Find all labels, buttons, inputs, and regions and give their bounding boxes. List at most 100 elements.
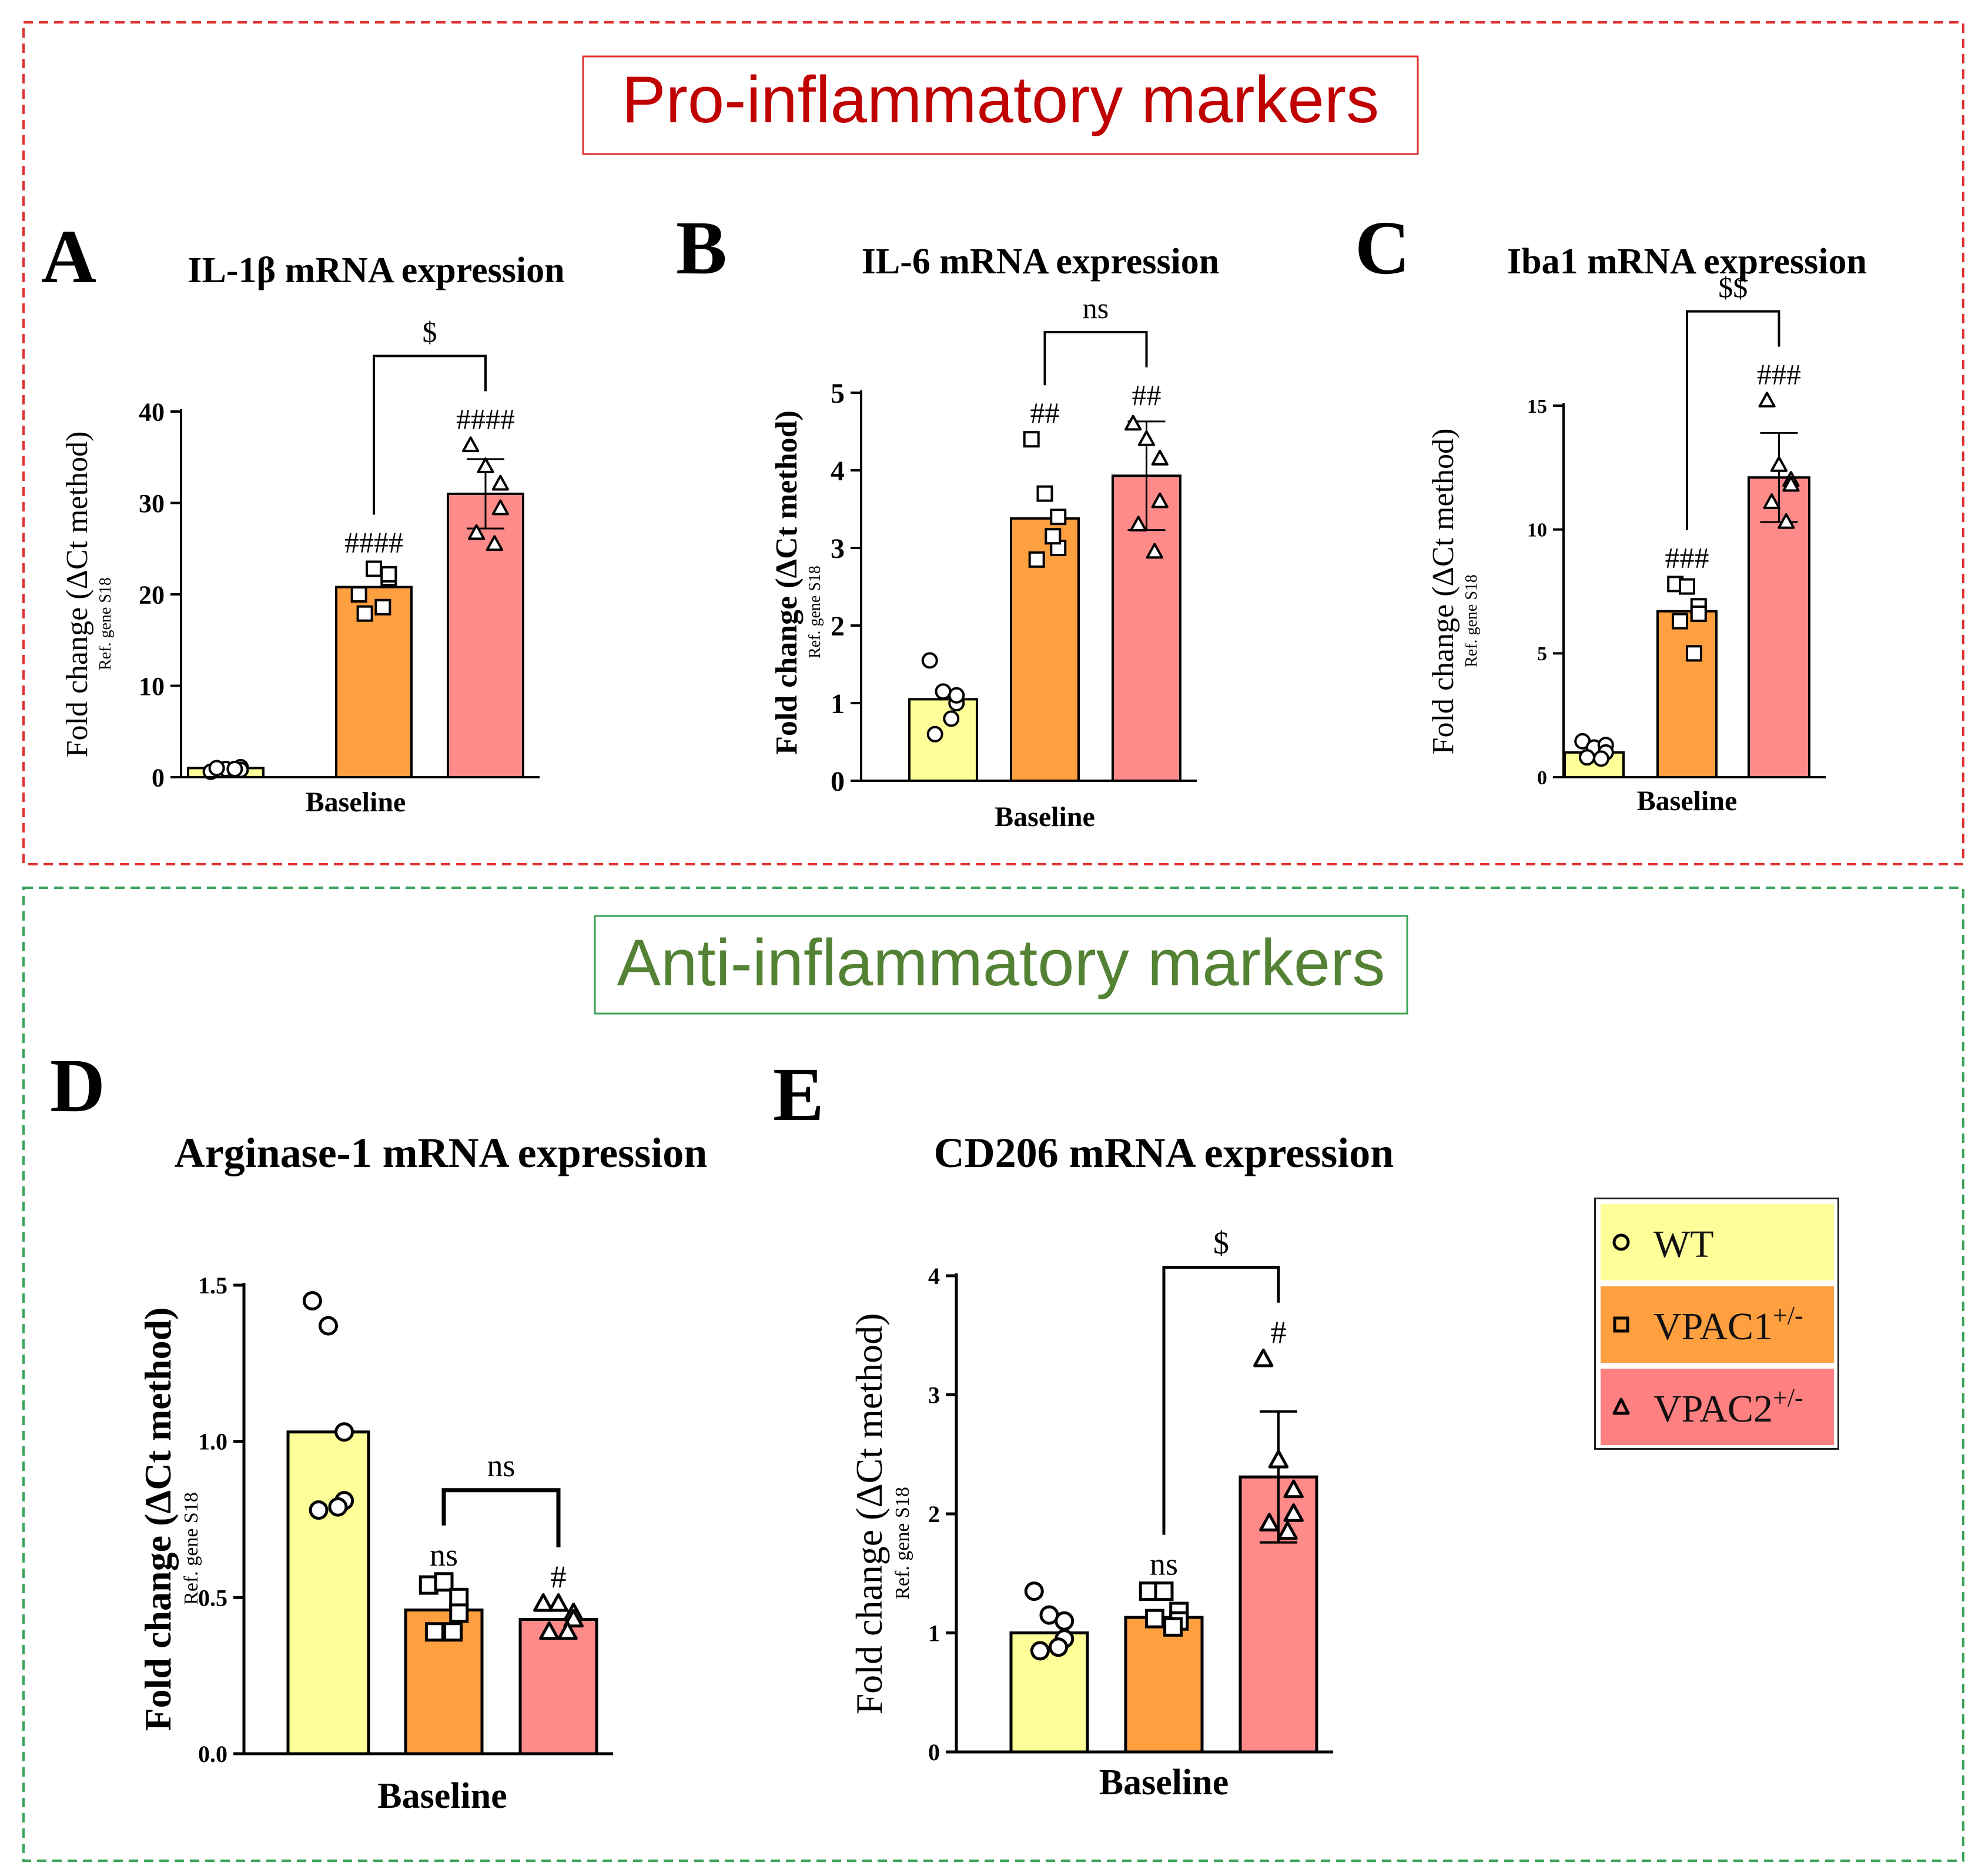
panel-a-y-tick-label: 10 xyxy=(139,672,165,701)
panel-a-title: IL-1β mRNA expression xyxy=(188,250,564,290)
panel-d-y-label-sub: Ref. gene S18 xyxy=(180,1492,202,1605)
panel-b-y-tick-label: 2 xyxy=(831,611,845,642)
panel-d-bracket-label: ns xyxy=(487,1448,515,1483)
panel-a-point xyxy=(226,761,243,778)
panel-e-point xyxy=(1144,1609,1164,1628)
panel-c-point xyxy=(1690,605,1707,622)
panel-d-y-tick-label: 1.5 xyxy=(198,1272,227,1299)
legend-label-vpac1: VPAC1+/- xyxy=(1653,1300,1803,1348)
panel-e-point xyxy=(1163,1617,1183,1637)
legend: WT VPAC1+/- VPAC2+/- xyxy=(1594,1198,1839,1450)
panel-a-point xyxy=(350,586,367,603)
anti-section-title: Anti-inflammatory markers xyxy=(617,926,1385,999)
panel-c-point xyxy=(1679,578,1695,595)
panel-c-x-label: Baseline xyxy=(1637,785,1738,817)
panel-c-y-label-sub: Ref. gene S18 xyxy=(1462,574,1481,667)
panel-d-point xyxy=(557,1621,578,1640)
square-marker-icon xyxy=(1601,1286,1642,1363)
panel-c-significance-label: ### xyxy=(1757,358,1801,391)
panel-d-point xyxy=(319,1316,338,1336)
panel-c-point xyxy=(1686,645,1702,662)
panel-b-point xyxy=(1045,528,1062,545)
panel-c-point xyxy=(1758,392,1776,408)
panel-b-letter: B xyxy=(676,206,727,290)
panel-b-bracket-label: ns xyxy=(1083,292,1109,325)
panel-d-point xyxy=(443,1622,463,1642)
panel-d-point xyxy=(424,1622,444,1642)
panel-d-bar-circle xyxy=(286,1430,370,1755)
panel-c-title: Iba1 mRNA expression xyxy=(1507,242,1867,282)
panel-d-x-label: Baseline xyxy=(377,1776,507,1816)
panel-d-point xyxy=(334,1422,354,1442)
panel-e-comparison-bracket xyxy=(1162,1266,1280,1535)
panel-b-bar-circle xyxy=(908,698,978,782)
panel-a-y-label-sub: Ref. gene S18 xyxy=(96,577,115,670)
panel-a-point xyxy=(356,605,373,622)
panel-a-point xyxy=(374,598,391,616)
panel-b-title: IL-6 mRNA expression xyxy=(862,242,1220,282)
panel-b-point xyxy=(1050,509,1067,526)
panel-b-point xyxy=(1124,414,1142,431)
panel-a-significance-label: #### xyxy=(344,526,403,559)
panel-a-point xyxy=(462,436,480,453)
panel-e-y-tick-label: 2 xyxy=(928,1501,940,1527)
panel-b-point xyxy=(1137,430,1156,446)
panel-a-comparison-bracket xyxy=(373,355,487,515)
panel-c-point xyxy=(1782,476,1800,492)
pro-section-title: Pro-inflammatory markers xyxy=(622,63,1379,136)
panel-d-title: Arginase-1 mRNA expression xyxy=(175,1129,708,1176)
panel-a-bar-triangle xyxy=(447,492,524,778)
panel-d-point xyxy=(548,1593,569,1612)
legend-item-vpac1: VPAC1+/- xyxy=(1601,1286,1834,1363)
panel-d-y-tick-label: 0.0 xyxy=(198,1741,227,1767)
panel-b-point xyxy=(1146,543,1163,559)
panel-b-significance-label: ## xyxy=(1132,379,1161,412)
panel-d-significance-label: # xyxy=(551,1559,567,1594)
panel-b-point xyxy=(1023,431,1040,448)
panel-e-point xyxy=(1154,1581,1174,1601)
panel-e-y-label: Fold change (ΔCt method) xyxy=(848,1313,890,1715)
panel-c-point xyxy=(1579,749,1595,766)
panel-c-y-tick-label: 15 xyxy=(1527,396,1547,417)
panel-a-y-tick-label: 0 xyxy=(152,763,165,792)
legend-label-vpac2: VPAC2+/- xyxy=(1653,1383,1803,1430)
panel-b-y-label: Fold change (ΔCt method) xyxy=(770,410,804,755)
panel-e-point xyxy=(1283,1479,1304,1499)
panel-c-comparison-bracket xyxy=(1686,310,1780,530)
pro-section-frame xyxy=(22,21,1964,865)
panel-b-y-tick-label: 3 xyxy=(831,533,845,564)
panel-e-x-label: Baseline xyxy=(1099,1763,1229,1803)
panel-b-y-tick-label: 5 xyxy=(831,378,845,409)
panel-a-letter: A xyxy=(41,215,96,299)
panel-b-point xyxy=(1036,485,1053,502)
panel-d-y-tick-label: 0.5 xyxy=(198,1584,227,1611)
panel-a-point xyxy=(491,474,509,491)
panel-e-title: CD206 mRNA expression xyxy=(934,1129,1394,1176)
panel-d-comparison-bracket xyxy=(441,1488,561,1547)
panel-e-point xyxy=(1268,1449,1289,1469)
panel-c-point xyxy=(1763,493,1780,509)
panel-b-y-tick-label: 4 xyxy=(831,456,845,487)
panel-d-point xyxy=(302,1291,322,1311)
panel-e-point xyxy=(1055,1611,1074,1631)
panel-a-point xyxy=(380,566,397,583)
panel-b-point xyxy=(1028,551,1045,568)
panel-e-point xyxy=(1049,1637,1069,1657)
panel-d-bar-triangle xyxy=(518,1618,598,1755)
panel-a-point xyxy=(486,535,503,551)
panel-b-x-label: Baseline xyxy=(995,801,1095,832)
panel-d-point xyxy=(533,1593,554,1612)
panel-a-y-tick-label: 30 xyxy=(139,489,165,518)
panel-a-x-label: Baseline xyxy=(306,787,406,818)
panel-b-point xyxy=(943,710,960,727)
panel-c-letter: C xyxy=(1355,206,1410,290)
pro-title-box xyxy=(582,55,1419,155)
panel-e-letter: E xyxy=(773,1052,824,1137)
panel-c-bar-square xyxy=(1656,610,1718,778)
panel-b-point xyxy=(921,652,938,669)
panel-e-y-tick-label: 1 xyxy=(928,1620,940,1647)
panel-d-point xyxy=(309,1500,329,1520)
panel-d-point xyxy=(449,1603,469,1623)
panel-e-significance-label: ns xyxy=(1150,1547,1178,1582)
